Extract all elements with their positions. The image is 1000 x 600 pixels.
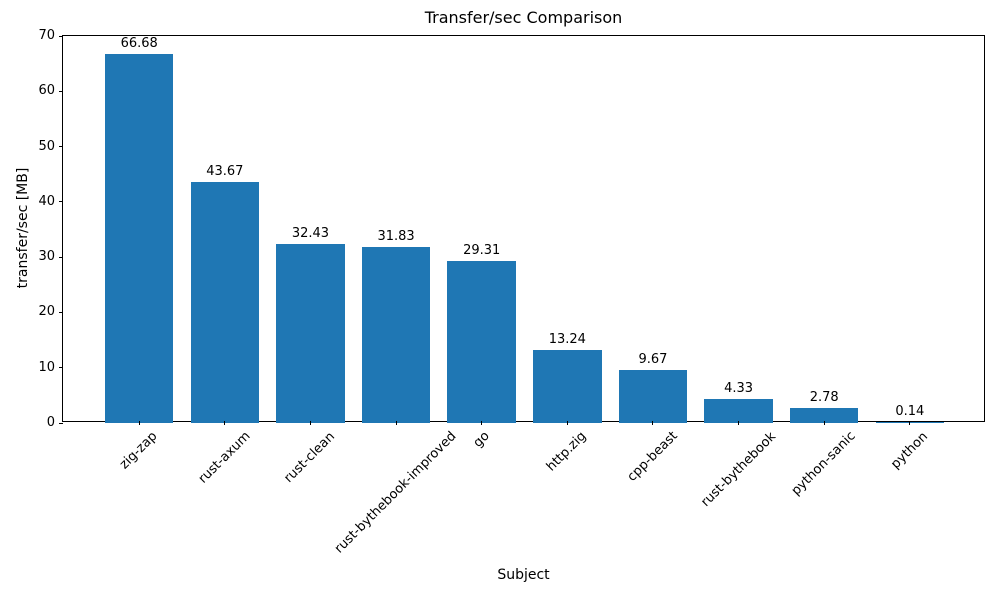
x-tick (823, 421, 825, 425)
chart-title: Transfer/sec Comparison (424, 8, 623, 27)
x-tick (652, 421, 654, 425)
bar-value-label: 0.14 (895, 404, 925, 420)
bar (276, 243, 345, 423)
y-tick (59, 422, 63, 424)
y-tick (59, 367, 63, 369)
x-tick (309, 421, 311, 425)
y-tick (59, 35, 63, 37)
bar (618, 369, 688, 423)
plot-area: 0 10 20 30 40 50 60 70 66.68 zig-zap 43.67 rust-axu… (38, 28, 985, 556)
bar-value-label: 32.43 (291, 225, 330, 241)
x-tick-label: http.zig (544, 429, 590, 475)
y-tick-label: 20 (38, 304, 55, 320)
bar (533, 349, 602, 423)
bar (190, 181, 260, 423)
x-tick-label: go (470, 428, 493, 451)
x-tick (566, 421, 568, 425)
y-tick-label: 70 (38, 28, 55, 43)
bar-value-label: 9.67 (638, 351, 668, 367)
x-tick (909, 421, 911, 425)
x-tick (738, 421, 740, 425)
y-tick (59, 256, 63, 258)
y-axis-label: transfer/sec [MB] (15, 167, 31, 289)
x-tick-label: python (888, 428, 931, 472)
x-tick-label: rust-bythebook-improved (331, 428, 460, 557)
bar-value-label: 29.31 (463, 242, 501, 258)
x-tick-label: rust-bythebook (697, 428, 779, 510)
x-tick (224, 421, 226, 425)
y-tick (59, 311, 63, 313)
y-tick-label: 0 (46, 415, 55, 430)
x-tick-label: zig-zap (117, 428, 161, 473)
y-tick-label: 40 (38, 193, 55, 209)
x-tick-label: python-sanic (788, 429, 859, 499)
bar (104, 54, 174, 423)
x-tick-label: rust-axum (195, 429, 254, 487)
y-tick (59, 90, 63, 92)
bar (361, 247, 431, 423)
y-tick-label: 10 (38, 359, 55, 375)
y-tick-label: 50 (38, 138, 55, 154)
bar-value-label: 66.68 (120, 36, 158, 52)
bar-value-label: 43.67 (206, 163, 244, 179)
bar-value-label: 4.33 (724, 381, 754, 397)
bar (704, 399, 773, 423)
x-tick (138, 421, 140, 425)
bar (789, 407, 859, 423)
x-axis-label: Subject (497, 567, 550, 583)
x-tick-label: cpp-beast (624, 428, 681, 486)
y-tick-label: 60 (38, 83, 55, 99)
y-tick-label: 30 (38, 249, 55, 265)
bar-value-label: 13.24 (548, 331, 586, 347)
x-tick (395, 421, 397, 425)
bar-value-label: 31.83 (377, 229, 415, 245)
x-tick (481, 421, 483, 425)
x-tick-label: rust-clean (281, 428, 339, 486)
bar (447, 260, 516, 423)
y-tick (59, 146, 63, 148)
bar-value-label: 2.78 (809, 389, 839, 405)
y-tick (59, 201, 63, 203)
